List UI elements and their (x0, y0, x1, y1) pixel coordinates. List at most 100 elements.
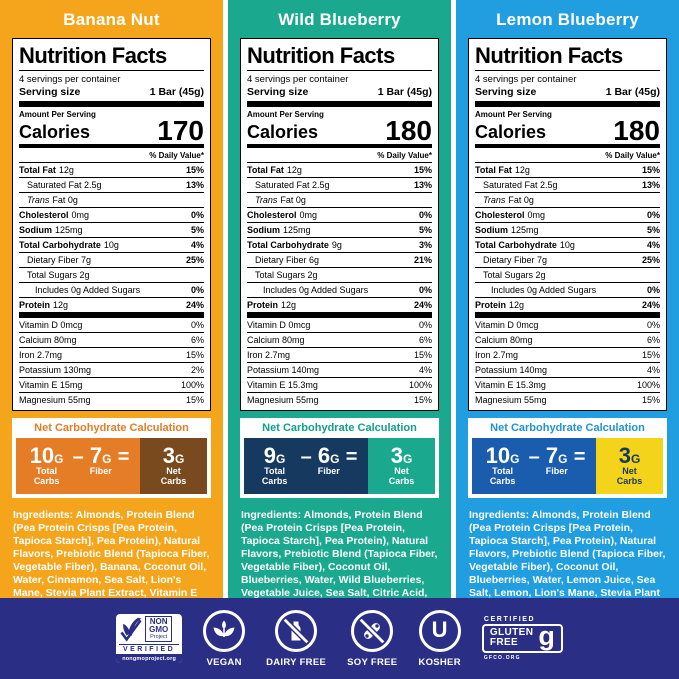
nutrient-row: Trans Fat 0g (475, 193, 660, 208)
nutrient-name: Total Fat 12g (247, 164, 302, 175)
ingredients-label: Ingredients: (241, 508, 302, 521)
ingredients-text: Almonds, Protein Blend (Pea Protein Cris… (13, 508, 210, 598)
nutrient-name: Protein 12g (19, 299, 69, 310)
nutrient-row: Saturated Fat 2.5g 13% (475, 178, 660, 193)
nutrient-row: Includes 0g Added Sugars 0% (475, 283, 660, 298)
minus-sign: – (72, 445, 84, 468)
gluten-free-certified-text: CERTIFIED (483, 615, 536, 623)
nutrient-daily-value: 15% (641, 164, 660, 175)
vitamin-name: Vitamin E 15.3mg (475, 379, 546, 390)
nutrient-name: Total Sugars 2g (27, 269, 90, 280)
net-carb-title: Net Carbohydrate Calculation (262, 421, 417, 434)
nutrient-name: Saturated Fat 2.5g (27, 179, 102, 190)
calories-row: Calories 180 (247, 117, 432, 148)
nutrient-name: Includes 0g Added Sugars (35, 284, 141, 295)
nutrient-daily-value: 15% (185, 164, 204, 175)
vitamin-row: Vitamin D 0mcg 0% (247, 318, 432, 333)
ingredients-text: Almonds, Protein Blend (Pea Protein Cris… (241, 508, 438, 598)
amount-per-serving-label: Amount Per Serving (475, 110, 552, 119)
nutrient-daily-value: 24% (413, 299, 432, 310)
nutrient-row: Total Carbohydrate 10g 4% (475, 238, 660, 253)
vitamin-row: Calcium 80mg 6% (247, 333, 432, 348)
vitamin-daily-value: 0% (190, 319, 204, 330)
nutrient-row: Total Sugars 2g (19, 268, 204, 283)
vitamin-daily-value: 15% (185, 394, 204, 405)
net-carbs-gram-unit: G (630, 451, 641, 466)
nutrient-name: Total Sugars 2g (255, 269, 318, 280)
nutrient-row: Sodium 125mg 5% (475, 223, 660, 238)
kosher-u-glyph: U (431, 616, 448, 642)
vitamin-name: Iron 2.7mg (19, 349, 63, 360)
nutrient-daily-value: 0% (418, 284, 432, 295)
net-carbs-result: 3G Net Carbs (595, 437, 663, 494)
nutrient-row: Cholesterol 0mg 0% (475, 208, 660, 223)
calories-label: Calories (475, 121, 547, 142)
vitamin-rows: Vitamin D 0mcg 0% Calcium 80mg 6% Iron 2… (19, 311, 204, 406)
vitamin-row: Iron 2.7mg 15% (247, 348, 432, 363)
nutrient-name: Trans Fat 0g (27, 194, 78, 205)
nutrient-name: Sodium 125mg (475, 224, 539, 235)
nutrient-daily-value: 5% (418, 224, 432, 235)
servings-per-container: 4 servings per container (247, 74, 349, 85)
total-carbs-label: Total Carbs (489, 465, 516, 486)
net-carb-title: Net Carbohydrate Calculation (34, 421, 189, 434)
nutrient-rows: Total Fat 12g 15% Saturated Fat 2.5g 13% … (19, 163, 204, 312)
flavor-title: Wild Blueberry (278, 10, 401, 29)
nutrient-row: Trans Fat 0g (19, 193, 204, 208)
vitamin-rows: Vitamin D 0mcg 0% Calcium 80mg 6% Iron 2… (475, 311, 660, 406)
nutrient-name: Dietary Fiber 7g (27, 254, 92, 265)
nutrient-row: Dietary Fiber 7g 25% (475, 253, 660, 268)
nutrient-daily-value: 13% (185, 179, 204, 190)
fiber-value: 7 (545, 442, 559, 468)
nutrient-daily-value: 0% (418, 209, 432, 220)
vitamin-name: Vitamin D 0mcg (247, 319, 311, 330)
nutrient-name: Cholesterol 0mg (247, 209, 318, 220)
serving-size-value: 1 Bar (45g) (605, 86, 660, 98)
fiber-label: Fiber (545, 465, 568, 476)
free-word: FREE (489, 637, 519, 648)
non-gmo-seal-top: NON GMO Project (116, 614, 182, 643)
ingredients-paragraph: Ingredients: Almonds, Protein Blend (Pea… (469, 509, 666, 598)
nutrient-row: Total Fat 12g 15% (247, 163, 432, 178)
vitamin-name: Potassium 140mg (247, 364, 320, 375)
nutrient-row: Cholesterol 0mg 0% (247, 208, 432, 223)
certified-gluten-free-badge: CERTIFIED GLUTEN FREE g GFCO.ORG (481, 615, 563, 661)
nutrient-name: Total Fat 12g (475, 164, 530, 175)
gluten-free-box: GLUTEN FREE g (481, 620, 563, 654)
vitamin-row: Magnesium 55mg 15% (19, 393, 204, 406)
ingredients-text: Almonds, Protein Blend (Pea Protein Cris… (469, 508, 666, 598)
vitamin-daily-value: 15% (413, 349, 432, 360)
fiber-gram-unit: G (102, 451, 112, 466)
net-carbs-value: 3 (390, 442, 403, 468)
vegan-leaf-icon (203, 609, 246, 652)
nutrition-facts-heading: Nutrition Facts (19, 43, 204, 71)
certification-footer: NON GMO Project VERIFIED nongmoproject.o… (0, 598, 679, 679)
dairy-free-bottle-icon (275, 609, 318, 652)
nutrition-facts-label: Nutrition Facts 4 servings per container… (12, 38, 211, 411)
nutrient-daily-value: 0% (646, 209, 660, 220)
vitamin-name: Calcium 80mg (19, 334, 77, 345)
nutrient-rows: Total Fat 12g 15% Saturated Fat 2.5g 13% … (475, 163, 660, 312)
non-gmo-wordmark: NON GMO Project (145, 615, 173, 643)
nutrient-daily-value: 21% (413, 254, 432, 265)
vitamin-daily-value: 100% (408, 379, 432, 390)
nutrient-daily-value: 13% (641, 179, 660, 190)
vitamin-name: Iron 2.7mg (475, 349, 519, 360)
soy-free-label: SOY FREE (347, 656, 398, 668)
nutrient-row: Dietary Fiber 7g 25% (19, 253, 204, 268)
nutrient-daily-value: 4% (190, 239, 204, 250)
nutrient-row: Protein 12g 24% (19, 298, 204, 312)
nutrient-daily-value: 4% (646, 239, 660, 250)
nutrient-name: Total Sugars 2g (483, 269, 546, 280)
vitamin-row: Potassium 140mg 4% (247, 363, 432, 378)
gfco-g-icon: g (538, 620, 555, 651)
vitamin-row: Magnesium 55mg 15% (247, 393, 432, 406)
fiber-unit: 6G Fiber (318, 444, 340, 494)
vitamin-name: Vitamin E 15mg (19, 379, 83, 390)
flavor-panel: Wild Blueberry Nutrition Facts 4 serving… (228, 0, 451, 598)
vitamin-row: Iron 2.7mg 15% (19, 348, 204, 363)
calories-row: Calories 170 (19, 117, 204, 148)
vitamin-row: Potassium 140mg 4% (475, 363, 660, 378)
nutrient-name: Saturated Fat 2.5g (255, 179, 330, 190)
